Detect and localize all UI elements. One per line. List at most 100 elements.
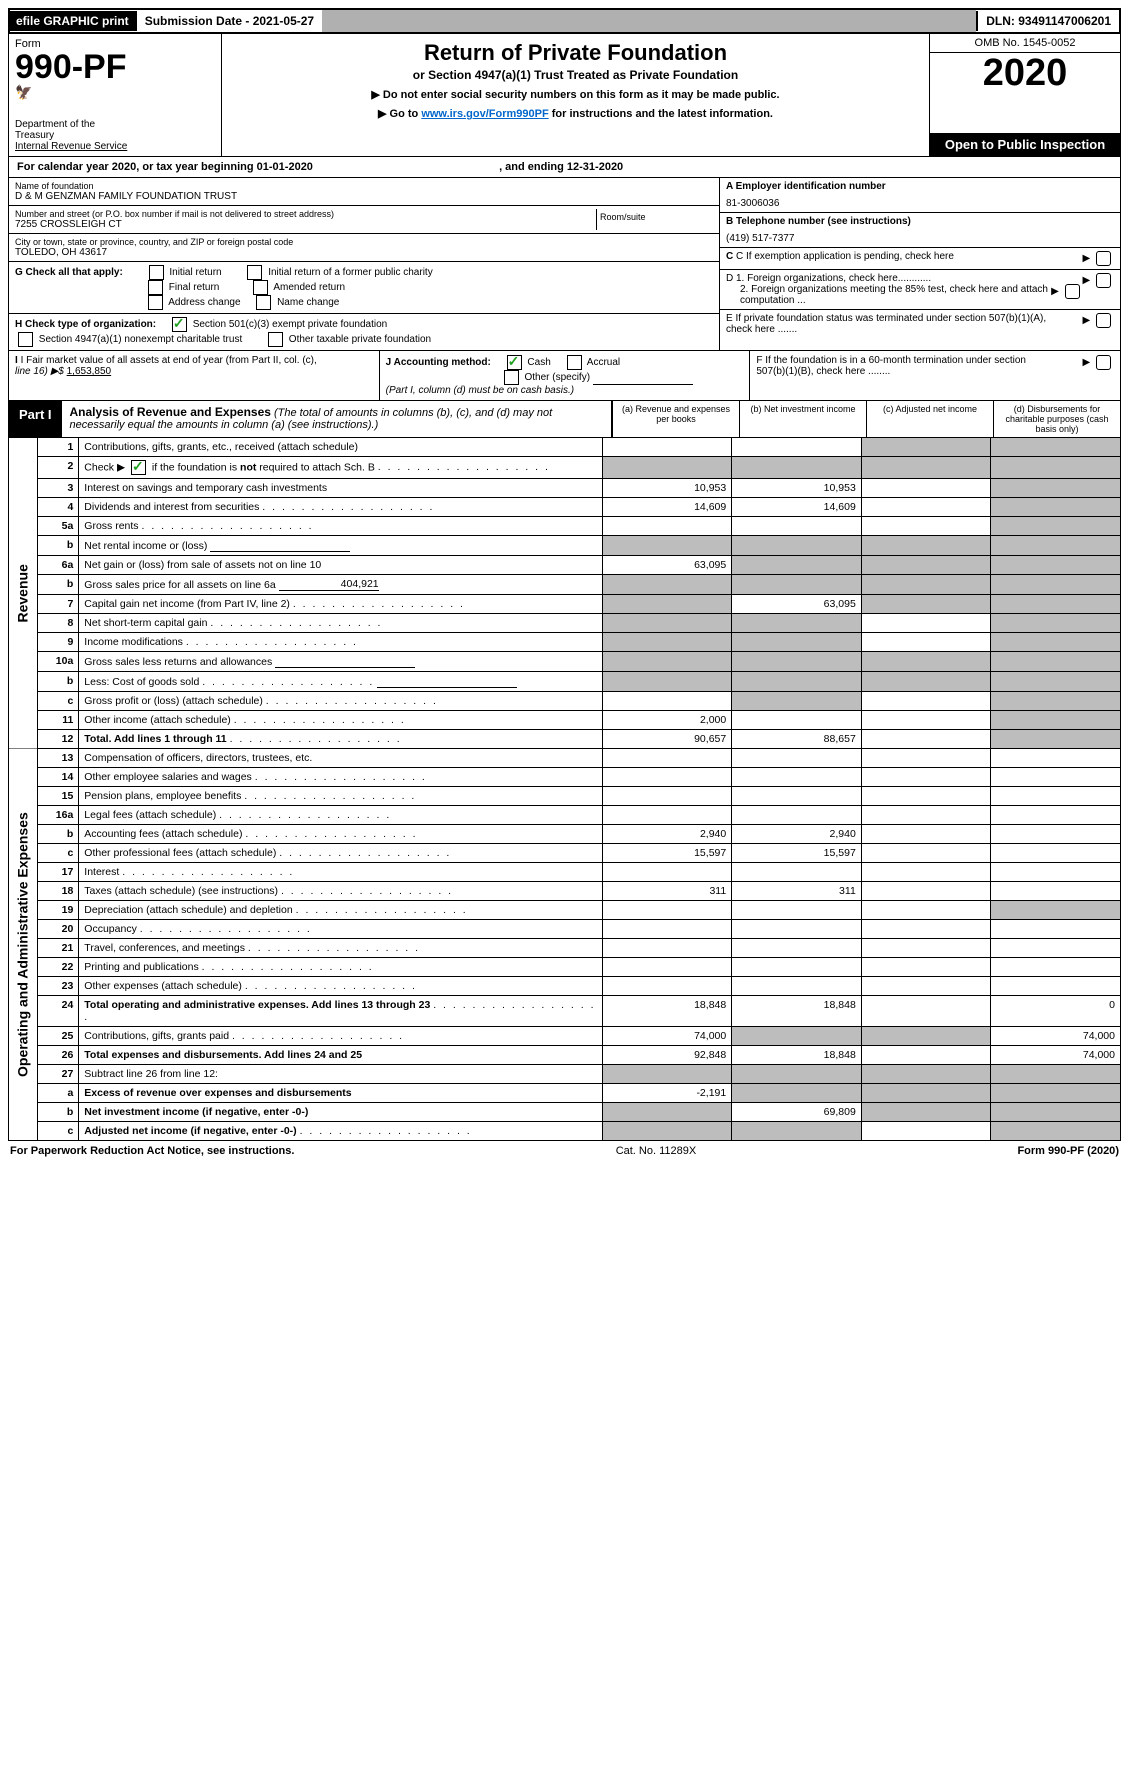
ein-value: 81-3006036 xyxy=(726,198,779,209)
chk-initial-return[interactable] xyxy=(149,265,164,280)
chk-d1[interactable] xyxy=(1096,273,1111,288)
revenue-expense-table: Revenue1Contributions, gifts, grants, et… xyxy=(8,438,1121,1141)
i-line16: line 16) ▶$ xyxy=(15,366,67,377)
city-value: TOLEDO, OH 43617 xyxy=(15,247,713,258)
line-number: 21 xyxy=(38,939,79,958)
table-row: Operating and Administrative Expenses13C… xyxy=(9,749,1121,768)
table-row: 16aLegal fees (attach schedule) xyxy=(9,806,1121,825)
table-row: 11Other income (attach schedule) 2,000 xyxy=(9,711,1121,730)
chk-cash[interactable] xyxy=(507,355,522,370)
table-cell xyxy=(991,806,1121,825)
city-cell: City or town, state or province, country… xyxy=(9,234,719,262)
table-row: 6aNet gain or (loss) from sale of assets… xyxy=(9,556,1121,575)
line-number: b xyxy=(38,672,79,692)
table-cell xyxy=(991,749,1121,768)
name-cell: Name of foundation D & M GENZMAN FAMILY … xyxy=(9,178,719,206)
table-cell: 18,848 xyxy=(732,996,862,1027)
chk-f[interactable] xyxy=(1096,355,1111,370)
line-number: 13 xyxy=(38,749,79,768)
e-cell: E If private foundation status was termi… xyxy=(720,310,1120,338)
table-cell: 10,953 xyxy=(732,479,862,498)
table-cell xyxy=(991,882,1121,901)
table-cell xyxy=(861,672,991,692)
table-cell xyxy=(732,692,862,711)
table-cell xyxy=(732,939,862,958)
chk-e[interactable] xyxy=(1096,313,1111,328)
line-description: Compensation of officers, directors, tru… xyxy=(79,749,602,768)
line-number: 12 xyxy=(38,730,79,749)
e-text: E If private foundation status was termi… xyxy=(726,313,1056,335)
line-description: Total. Add lines 1 through 11 xyxy=(79,730,602,749)
note-ssn: ▶ Do not enter social security numbers o… xyxy=(230,88,921,101)
dept-line3: Internal Revenue Service xyxy=(15,141,215,152)
instructions-link[interactable]: www.irs.gov/Form990PF xyxy=(421,108,548,120)
table-cell xyxy=(861,939,991,958)
chk-other-method[interactable] xyxy=(504,370,519,385)
table-cell xyxy=(861,920,991,939)
ijf-row: I I Fair market value of all assets at e… xyxy=(8,351,1121,401)
table-cell xyxy=(602,536,732,556)
line-description: Legal fees (attach schedule) xyxy=(79,806,602,825)
table-cell xyxy=(732,749,862,768)
footer-year: 2020 xyxy=(1091,1145,1115,1157)
table-cell: 2,940 xyxy=(602,825,732,844)
table-cell: 15,597 xyxy=(732,844,862,863)
line-description: Other employee salaries and wages xyxy=(79,768,602,787)
page-footer: For Paperwork Reduction Act Notice, see … xyxy=(8,1141,1121,1161)
table-cell xyxy=(732,958,862,977)
table-cell xyxy=(602,806,732,825)
table-cell: 90,657 xyxy=(602,730,732,749)
line-description: Gross rents xyxy=(79,517,602,536)
table-cell xyxy=(861,806,991,825)
line-number: c xyxy=(38,844,79,863)
opt-name-change: Name change xyxy=(277,297,339,308)
table-cell xyxy=(732,920,862,939)
chk-4947[interactable] xyxy=(18,332,33,347)
chk-sch-b[interactable] xyxy=(131,460,146,475)
chk-final-return[interactable] xyxy=(148,280,163,295)
form-number: 990-PF xyxy=(15,50,215,84)
topbar-spacer xyxy=(322,10,976,32)
opt-initial-former: Initial return of a former public charit… xyxy=(268,267,433,278)
table-cell xyxy=(861,996,991,1027)
line-description: Occupancy xyxy=(79,920,602,939)
line-number: 6a xyxy=(38,556,79,575)
table-cell: 63,095 xyxy=(732,595,862,614)
table-cell xyxy=(602,958,732,977)
line-number: c xyxy=(38,1122,79,1141)
col-a-header: (a) Revenue and expenses per books xyxy=(612,401,739,437)
table-cell xyxy=(991,711,1121,730)
table-row: bAccounting fees (attach schedule) 2,940… xyxy=(9,825,1121,844)
table-cell xyxy=(861,1046,991,1065)
phone-value: (419) 517-7377 xyxy=(726,233,794,244)
chk-c[interactable] xyxy=(1096,251,1111,266)
table-cell xyxy=(991,787,1121,806)
table-cell xyxy=(991,863,1121,882)
addr-label: Number and street (or P.O. box number if… xyxy=(15,209,596,219)
line-number: 24 xyxy=(38,996,79,1027)
chk-other-taxable[interactable] xyxy=(268,332,283,347)
table-cell xyxy=(991,692,1121,711)
line-description: Contributions, gifts, grants, etc., rece… xyxy=(79,438,602,457)
chk-amended[interactable] xyxy=(253,280,268,295)
h-cell: H Check type of organization: Section 50… xyxy=(9,314,719,350)
chk-d2[interactable] xyxy=(1065,284,1080,299)
line-description: Interest on savings and temporary cash i… xyxy=(79,479,602,498)
table-cell xyxy=(861,1027,991,1046)
table-row: 24Total operating and administrative exp… xyxy=(9,996,1121,1027)
table-cell xyxy=(861,958,991,977)
cal-prefix: For calendar year 2020, or tax year begi… xyxy=(17,161,257,173)
table-cell: 311 xyxy=(602,882,732,901)
line-number: 22 xyxy=(38,958,79,977)
dln: DLN: 93491147006201 xyxy=(976,11,1119,31)
entity-block: Name of foundation D & M GENZMAN FAMILY … xyxy=(8,178,1121,351)
table-row: 10aGross sales less returns and allowanc… xyxy=(9,652,1121,672)
room-label: Room/suite xyxy=(600,212,710,222)
chk-501c3[interactable] xyxy=(172,317,187,332)
chk-accrual[interactable] xyxy=(567,355,582,370)
line-description: Printing and publications xyxy=(79,958,602,977)
line-number: 15 xyxy=(38,787,79,806)
chk-name-change[interactable] xyxy=(256,295,271,310)
chk-address-change[interactable] xyxy=(148,295,163,310)
chk-initial-former[interactable] xyxy=(247,265,262,280)
